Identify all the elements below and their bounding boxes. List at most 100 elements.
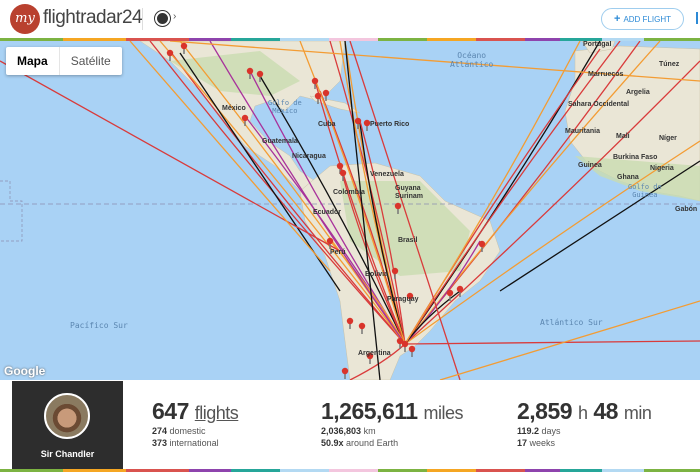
ocean-label: Golfo de México: [268, 99, 302, 115]
flight-route: [404, 41, 601, 345]
logo-mark[interactable]: my: [10, 4, 40, 34]
country-label: Guyana: [395, 185, 421, 192]
domestic-label: domestic: [169, 426, 206, 436]
airport-pin-icon: [322, 89, 330, 97]
map-type-map-button[interactable]: Mapa: [6, 47, 60, 75]
days-label: days: [541, 426, 561, 436]
flight-route: [499, 160, 700, 292]
flight-route: [404, 41, 661, 345]
iberia: [581, 41, 616, 54]
country-label: México: [222, 105, 246, 112]
flight-route: [359, 122, 406, 345]
miles-value: 1,265,611: [321, 398, 418, 424]
airport-pin-icon: [339, 169, 347, 177]
country-label: Túnez: [659, 61, 680, 68]
country-label: Argelia: [626, 89, 650, 96]
airport-pin-icon: [346, 317, 354, 325]
country-label: Malí: [616, 133, 630, 140]
flight-route: [159, 41, 406, 345]
flight-route: [404, 140, 700, 345]
flight-route: [349, 41, 461, 380]
flight-route: [169, 41, 700, 82]
flight-routes: [0, 41, 700, 380]
airport-pin-icon: [406, 292, 414, 300]
flight-route: [314, 80, 406, 345]
country-label: Nigeria: [650, 165, 674, 172]
airport-pin-icon: [478, 240, 486, 248]
chevron-right-icon[interactable]: ›: [173, 11, 177, 22]
flight-route: [439, 300, 700, 380]
airport-pin-icon: [241, 114, 249, 122]
airport-pin-icon: [354, 117, 362, 125]
country-label: Marruecos: [588, 71, 624, 78]
country-label: Burkina Faso: [613, 154, 658, 161]
airport-pin-icon: [256, 70, 264, 78]
country-label: Puerto Rico: [370, 121, 410, 128]
airport-pin-icon: [341, 367, 349, 375]
airport-pin-icon: [394, 202, 402, 210]
divider: [142, 8, 143, 30]
country-label: Guatemala: [262, 138, 298, 145]
flight-route: [339, 165, 406, 345]
country-label: Argentina: [358, 350, 391, 357]
airport-pin-icon: [363, 119, 371, 127]
airport-pin-icon: [408, 345, 416, 353]
minutes-unit: min: [623, 403, 652, 423]
earth-label: around Earth: [346, 438, 399, 448]
country-label: Guinea: [578, 162, 602, 169]
weeks-label: weeks: [529, 438, 556, 448]
country-label: Surinam: [395, 193, 424, 200]
flights-link[interactable]: flights: [194, 403, 239, 423]
airport-pin-icon: [166, 49, 174, 57]
country-label: Colombia: [333, 189, 365, 196]
user-name: Sir Chandler: [40, 449, 95, 459]
international-label: international: [169, 438, 219, 448]
google-logo[interactable]: Google: [4, 364, 46, 378]
add-flight-label: ADD FLIGHT: [623, 15, 671, 24]
flight-route: [404, 340, 700, 345]
flight-map[interactable]: Mapa Satélite Océano Atlántico Pacífico …: [0, 41, 700, 380]
km-label: km: [363, 426, 376, 436]
country-label: Portugal: [583, 41, 612, 48]
country-label: Ecuador: [313, 209, 342, 216]
airport-pin-icon: [326, 237, 334, 245]
flight-route: [259, 75, 406, 345]
airport-pin-icon: [180, 42, 188, 50]
add-flight-button[interactable]: + ADD FLIGHT: [601, 8, 684, 30]
country-label: Mauritania: [565, 128, 601, 135]
airport-pin-icon: [366, 352, 374, 360]
logo-text[interactable]: flightradar24: [43, 7, 143, 28]
profile-card[interactable]: Sir Chandler: [12, 381, 123, 469]
airport-pin-icon: [311, 77, 319, 85]
time-stat: 2,859 h 48 min 119.2 days 17 weeks: [517, 398, 652, 449]
airport-pin-icon: [446, 289, 454, 297]
flight-route: [404, 41, 581, 345]
miles-unit: miles: [423, 403, 463, 423]
country-label: Gabón: [675, 206, 698, 213]
hours-value: 2,859: [517, 398, 573, 424]
country-label: Venezuela: [370, 171, 404, 178]
airport-pin-icon: [456, 285, 464, 293]
avatar[interactable]: [44, 393, 90, 439]
weeks-value: 17: [517, 438, 528, 448]
color-strip: [0, 38, 700, 41]
map-type-control: Mapa Satélite: [6, 47, 122, 75]
flights-count: 647: [152, 398, 189, 424]
country-label: Cuba: [318, 121, 336, 128]
radar-icon[interactable]: [155, 11, 170, 26]
flight-route: [129, 41, 331, 272]
country-label: Perú: [330, 249, 346, 256]
earth-value: 50.9x: [321, 438, 344, 448]
menu-edge-icon[interactable]: [696, 12, 700, 24]
country-label: Nicaragua: [292, 153, 326, 160]
days-value: 119.2: [517, 426, 540, 436]
country-label: Ghana: [617, 174, 639, 181]
distance-stat: 1,265,611 miles 2,036,803 km 50.9x aroun…: [321, 398, 463, 449]
flight-route: [359, 120, 406, 345]
ocean-label: Golfo de Guinea: [628, 183, 662, 199]
color-strip: [0, 469, 700, 472]
map-canvas[interactable]: [0, 41, 700, 380]
country-label: Paraguay: [387, 296, 419, 303]
map-type-satellite-button[interactable]: Satélite: [70, 54, 111, 68]
flight-route: [344, 41, 381, 380]
